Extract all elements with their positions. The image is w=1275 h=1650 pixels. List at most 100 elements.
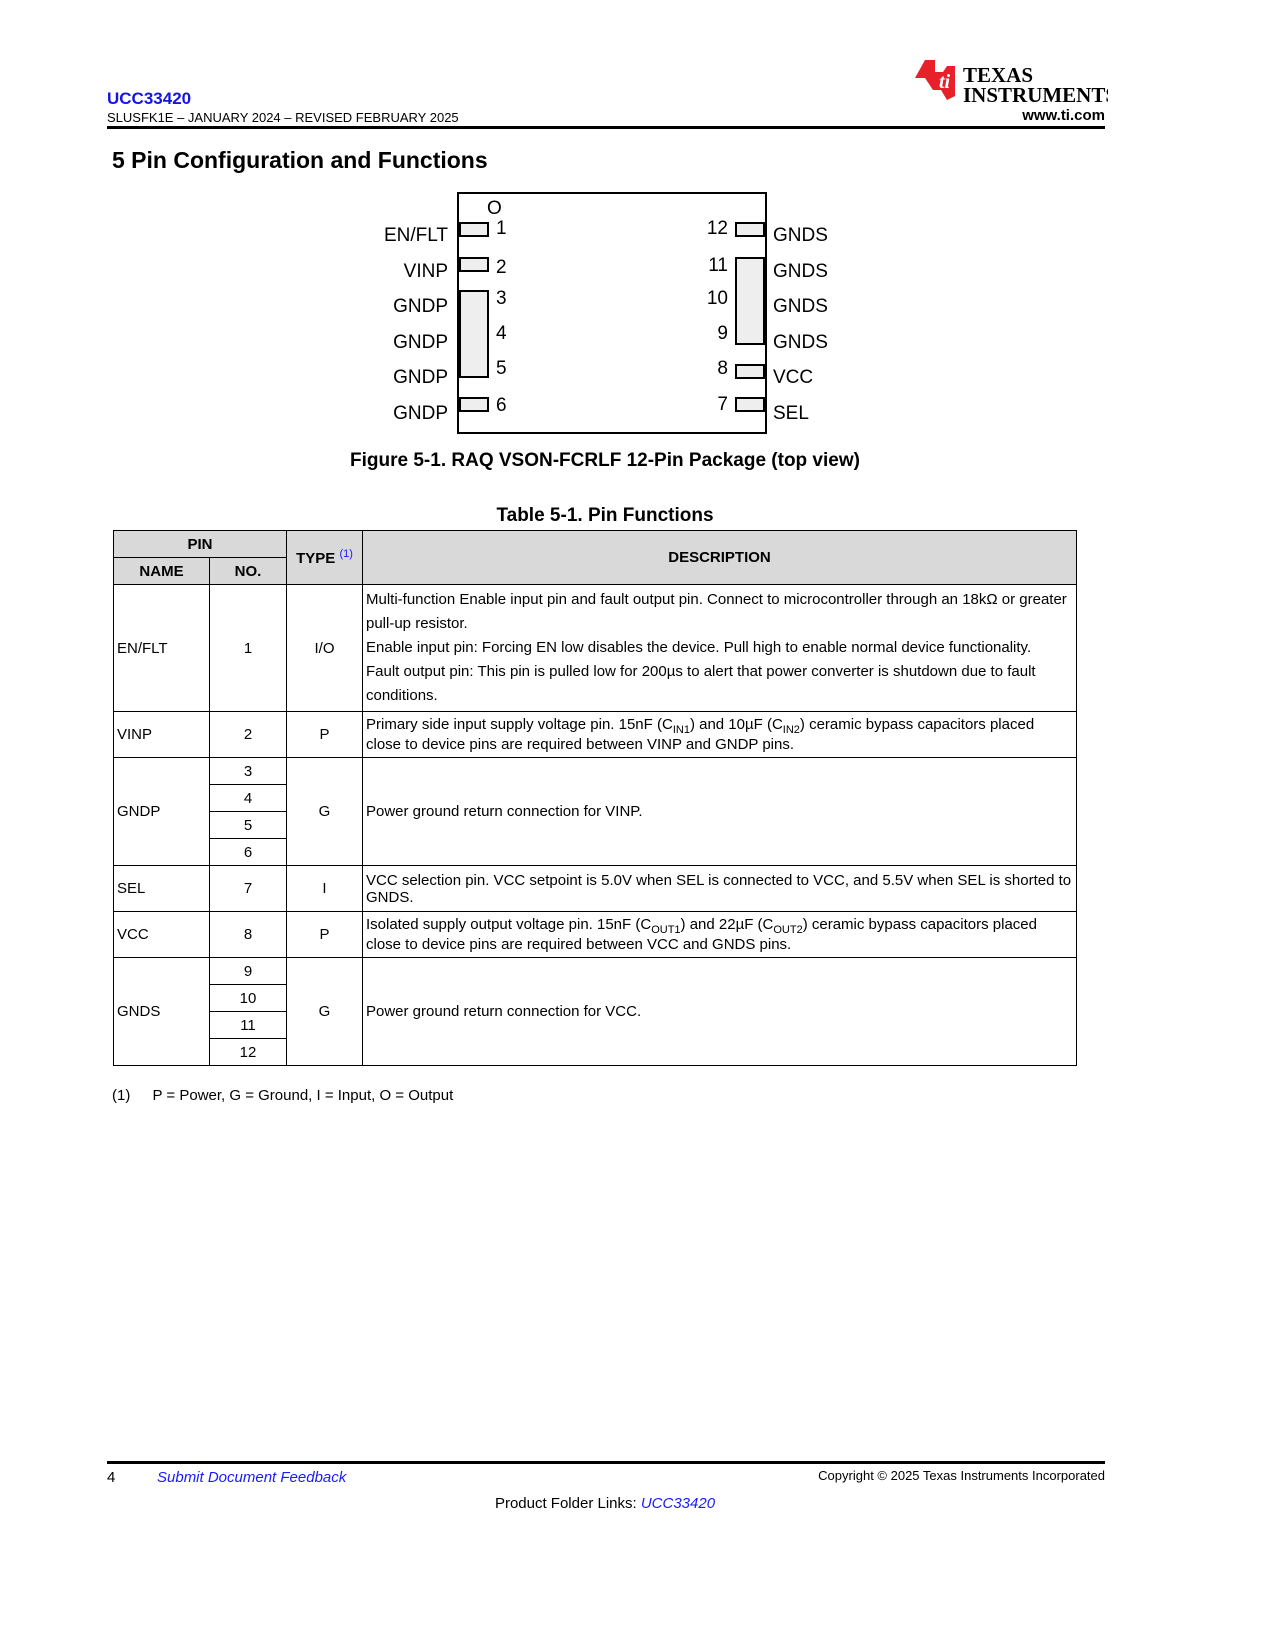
pin-number: 12 <box>706 218 728 239</box>
pin-number: 7 <box>717 394 728 415</box>
pin-no: 9 <box>209 957 287 985</box>
doc-revision: SLUSFK1E – JANUARY 2024 – REVISED FEBRUA… <box>107 110 459 125</box>
svg-text:INSTRUMENTS: INSTRUMENTS <box>963 83 1108 103</box>
website-link[interactable]: www.ti.com <box>1022 107 1105 124</box>
pin-name: VINP <box>403 260 448 282</box>
pin-description: VCC selection pin. VCC setpoint is 5.0V … <box>362 865 1077 912</box>
header-type: TYPE (1) <box>286 530 363 585</box>
pin-description: Multi-function Enable input pin and faul… <box>362 584 1077 712</box>
table-row: GNDS 9 G Power ground return connection … <box>113 957 1077 1066</box>
pin-number: 9 <box>717 323 728 344</box>
table-row: SEL 7 I VCC selection pin. VCC setpoint … <box>113 865 1077 912</box>
pin-name: EN/FLT <box>113 584 210 712</box>
pad-7 <box>735 397 765 412</box>
pin-no: 5 <box>209 811 287 839</box>
pin-description: Power ground return connection for VCC. <box>362 957 1077 1066</box>
pin-name: GNDP <box>393 367 448 388</box>
pin-description: Primary side input supply voltage pin. 1… <box>362 711 1077 758</box>
pin-no: 6 <box>209 838 287 866</box>
pin-number: 3 <box>496 288 507 309</box>
pin-number: 8 <box>717 358 728 379</box>
pin-no: 1 <box>209 584 287 712</box>
pin-number: 5 <box>496 358 507 379</box>
left-pin-names: EN/FLT VINP GNDP GNDP GNDP GNDP <box>384 218 448 431</box>
table-row: GNDP 3 G Power ground return connection … <box>113 757 1077 866</box>
pin-no: 7 <box>209 865 287 912</box>
pin-name: SEL <box>113 865 210 912</box>
table-row: EN/FLT 1 I/O Multi-function Enable input… <box>113 584 1077 712</box>
pin-number: 10 <box>706 288 728 309</box>
pin1-marker: O <box>487 198 502 219</box>
pin-type: I <box>286 865 363 912</box>
pin-no: 10 <box>209 984 287 1012</box>
header-name: NAME <box>113 557 210 585</box>
table-title: Table 5-1. Pin Functions <box>496 505 714 526</box>
pin-name: GNDS <box>773 225 828 246</box>
pin-type: G <box>286 957 363 1066</box>
pin-number: 2 <box>496 257 507 278</box>
part-number[interactable]: UCC33420 <box>107 89 192 108</box>
header-rule <box>107 126 1105 129</box>
submit-feedback-link[interactable]: Submit Document Feedback <box>157 1469 347 1486</box>
pad-9-11 <box>735 257 765 345</box>
ti-logo: ti TEXAS INSTRUMENTS <box>915 60 1108 103</box>
svg-text:TEXAS: TEXAS <box>963 63 1033 87</box>
pin-no: 2 <box>209 711 287 758</box>
pin-number: 6 <box>496 395 507 416</box>
pin-description: Power ground return connection for VINP. <box>362 757 1077 866</box>
pin-type: G <box>286 757 363 866</box>
page-number: 4 <box>107 1469 116 1486</box>
pin-name: VINP <box>113 711 210 758</box>
footnote: (1) P = Power, G = Ground, I = Input, O … <box>112 1087 453 1104</box>
pad-1 <box>459 222 489 237</box>
pin-type: P <box>286 711 363 758</box>
svg-text:ti: ti <box>939 71 951 93</box>
pin-name: GNDS <box>773 331 828 353</box>
footnote-text: P = Power, G = Ground, I = Input, O = Ou… <box>152 1087 454 1104</box>
pin-name: EN/FLT <box>383 225 448 246</box>
pin-no: 3 <box>209 757 287 785</box>
pin-number: 4 <box>496 323 507 344</box>
pin-number: 1 <box>496 218 507 239</box>
pad-8 <box>735 364 765 379</box>
pin-name: GNDS <box>773 296 828 317</box>
footnote-mark: (1) <box>112 1087 131 1104</box>
pin-type: I/O <box>286 584 363 712</box>
pin-name: VCC <box>113 911 210 958</box>
footnote-ref[interactable]: (1) <box>339 548 353 560</box>
footer-rule <box>107 1461 1105 1464</box>
pad-2 <box>459 257 489 272</box>
header-description: DESCRIPTION <box>362 530 1077 585</box>
pin-name: GNDS <box>773 260 828 282</box>
product-folder: Product Folder Links: UCC33420 <box>494 1495 716 1512</box>
pin-name: GNDS <box>113 957 210 1066</box>
pin-name: VCC <box>773 367 814 388</box>
figure-caption: Figure 5-1. RAQ VSON-FCRLF 12-Pin Packag… <box>350 450 860 471</box>
package-diagram: O 1 2 3 4 5 6 12 11 10 9 8 7 <box>457 192 767 434</box>
pin-no: 4 <box>209 784 287 812</box>
pin-name: SEL <box>773 402 809 424</box>
pin-no: 8 <box>209 911 287 958</box>
right-pin-names: GNDS GNDS GNDS GNDS VCC SEL <box>773 218 828 431</box>
pad-12 <box>735 222 765 237</box>
header-pin: PIN <box>113 530 287 558</box>
table-row: VINP 2 P Primary side input supply volta… <box>113 711 1077 758</box>
pin-name: GNDP <box>393 331 448 353</box>
product-folder-link[interactable]: UCC33420 <box>640 1495 716 1512</box>
copyright: Copyright © 2025 Texas Instruments Incor… <box>818 1468 1105 1483</box>
pin-type: P <box>286 911 363 958</box>
pin-name: GNDP <box>393 296 448 317</box>
pin-functions-table: PIN TYPE (1) DESCRIPTION NAME NO. EN/FLT … <box>113 530 1077 1066</box>
pad-3-5 <box>459 290 489 378</box>
pin-no: 12 <box>209 1038 287 1066</box>
pin-name: GNDP <box>393 402 448 424</box>
header-no: NO. <box>209 557 287 585</box>
section-title: 5 Pin Configuration and Functions <box>112 147 488 173</box>
table-row: VCC 8 P Isolated supply output voltage p… <box>113 911 1077 958</box>
pin-name: GNDP <box>113 757 210 866</box>
pin-no: 11 <box>209 1011 287 1039</box>
pin-number: 11 <box>708 255 728 276</box>
pad-6 <box>459 397 489 412</box>
pin-description: Isolated supply output voltage pin. 15nF… <box>362 911 1077 958</box>
